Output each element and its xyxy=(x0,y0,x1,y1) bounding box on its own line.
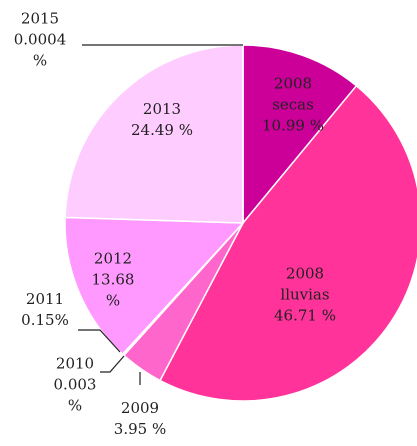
leader-line xyxy=(78,329,121,353)
value-label: 0.003 % xyxy=(53,375,97,415)
category-label: 2013 xyxy=(142,100,182,118)
category-label: 2008 secas xyxy=(272,74,314,114)
category-label: 2015 xyxy=(20,9,60,28)
value-label: 0.0004 % xyxy=(13,30,67,70)
slice-label: 2009 3.95 % xyxy=(110,398,170,440)
slice-label: 2015 0.0004 % xyxy=(8,9,73,72)
slice-label: 2012 13.68 % xyxy=(88,249,138,312)
category-label: 2009 xyxy=(120,399,160,417)
value-label: 24.49 % xyxy=(131,121,193,139)
category-label: 2008 lluvias xyxy=(280,264,330,304)
slice-label: 2010 0.003 % xyxy=(50,354,100,417)
slice-label: 2008 lluvias 46.71 % xyxy=(265,264,345,327)
category-label: 2011 xyxy=(25,290,65,308)
slice-label: 2011 0.15% xyxy=(15,289,75,331)
value-label: 13.68 % xyxy=(91,270,135,310)
pie-slice xyxy=(242,44,358,226)
value-label: 3.95 % xyxy=(113,420,167,438)
slice-label: 2008 secas 10.99 % xyxy=(253,74,333,137)
pie-slice xyxy=(64,44,244,224)
category-label: 2010 xyxy=(55,354,95,373)
value-label: 46.71 % xyxy=(274,306,336,325)
slice-label: 2013 24.49 % xyxy=(122,99,202,141)
pie-slice xyxy=(159,84,417,402)
value-label: 0.15% xyxy=(21,311,69,329)
leader-line xyxy=(100,355,125,373)
category-label: 2012 xyxy=(93,249,133,268)
value-label: 10.99 % xyxy=(262,116,324,135)
